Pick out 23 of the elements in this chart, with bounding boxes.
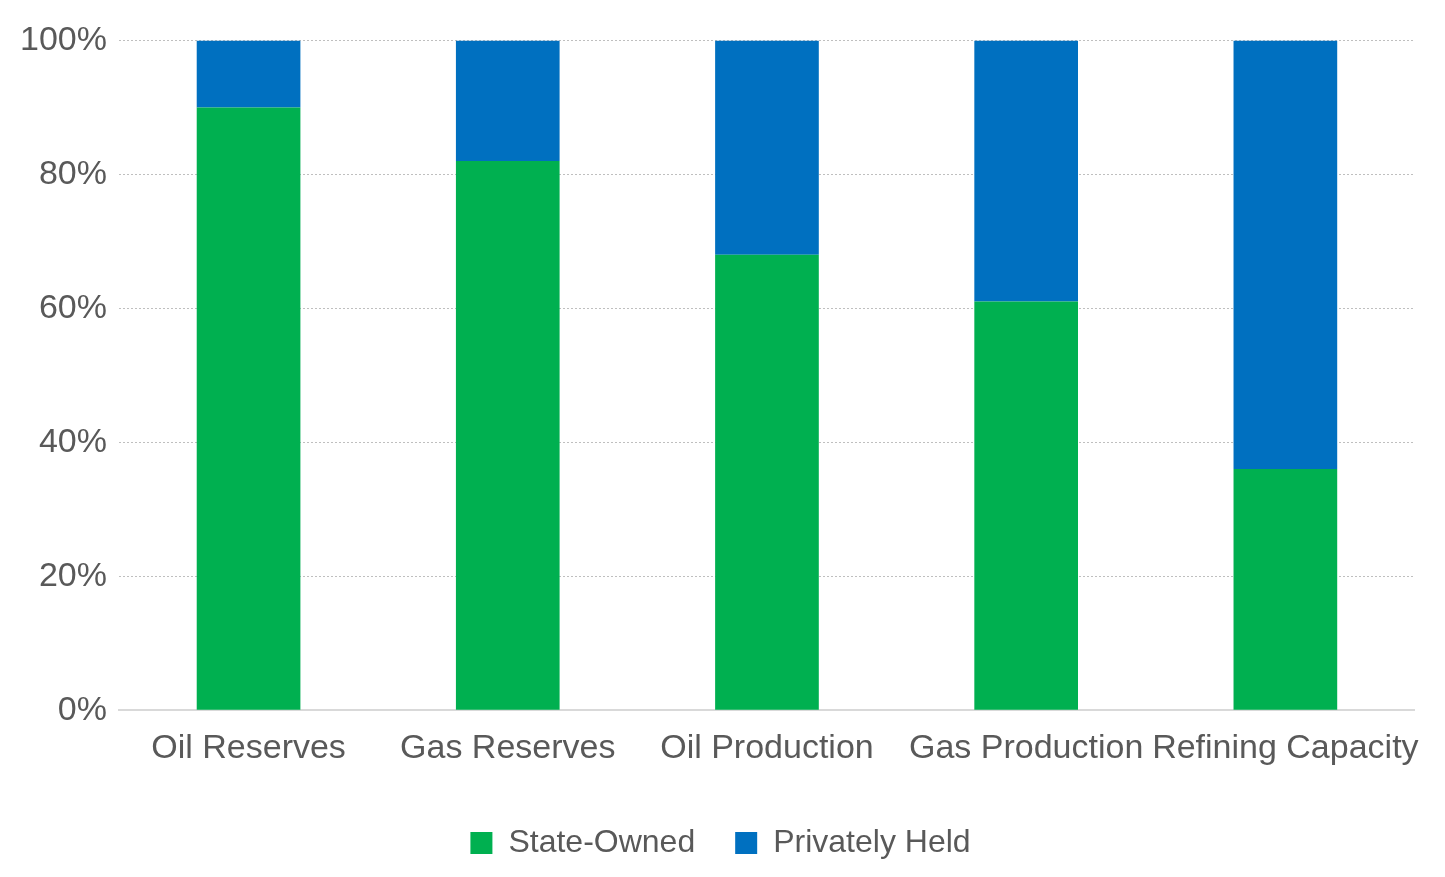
y-tick-label: 100% [19, 18, 107, 57]
legend-label: State-Owned [508, 822, 696, 859]
x-tick-label: Gas Reserves [400, 726, 616, 765]
bar [1233, 40, 1338, 470]
bar [715, 254, 819, 710]
y-tick-label: 60% [38, 286, 107, 325]
bar [715, 40, 819, 255]
bar [1233, 469, 1338, 710]
y-tick-label: 80% [38, 152, 107, 191]
x-tick-label: Refining Capacity [1152, 726, 1419, 765]
bar [196, 40, 301, 108]
bar [196, 107, 301, 710]
bar [455, 160, 560, 710]
x-tick-label: Oil Reserves [151, 726, 346, 765]
y-tick-label: 0% [57, 688, 107, 727]
y-tick-label: 20% [38, 554, 107, 593]
y-tick-label: 40% [38, 420, 107, 459]
x-tick-label: Gas Production [908, 726, 1144, 765]
bar [974, 40, 1078, 302]
bar [974, 301, 1078, 710]
bar [455, 40, 560, 161]
legend-label: Privately Held [773, 822, 971, 859]
x-tick-label: Oil Production [660, 726, 874, 765]
